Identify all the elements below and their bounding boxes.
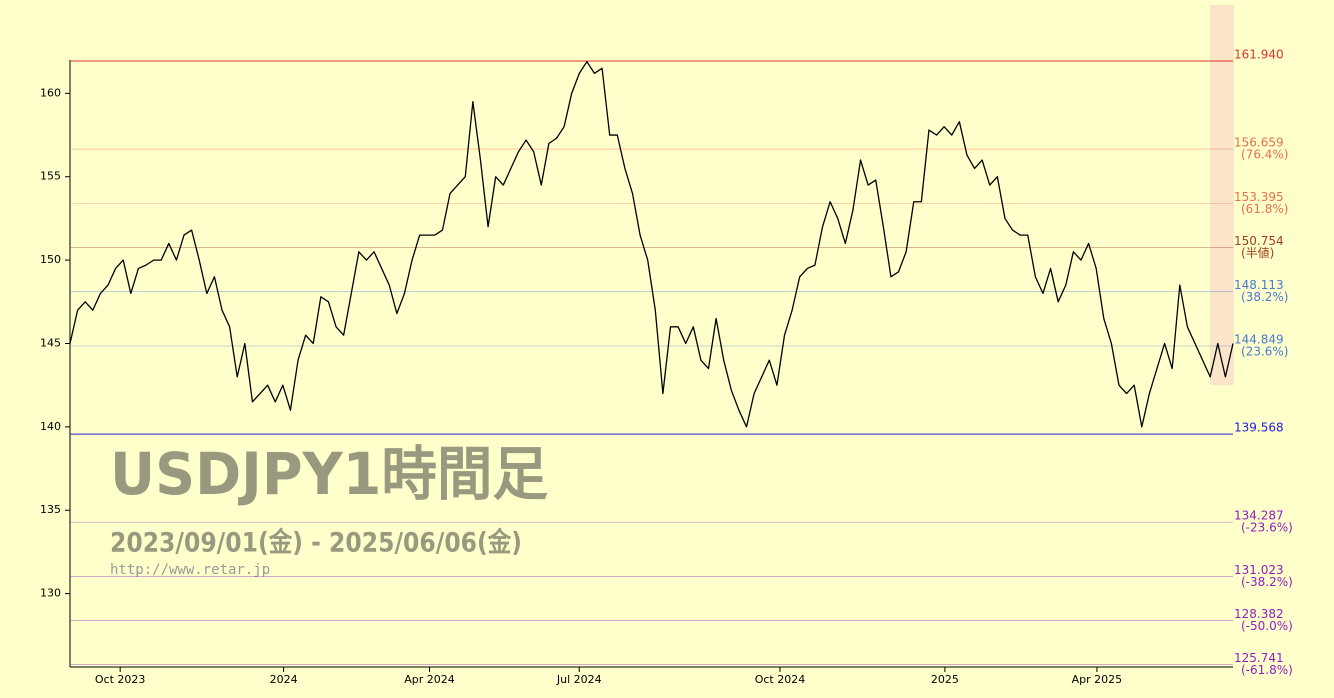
level-label: 161.940: [1234, 48, 1284, 62]
price-line: [69, 61, 1234, 428]
level-ratio: (-23.6%): [1241, 521, 1293, 535]
level-ratio: (38.2%): [1241, 290, 1288, 304]
y-tick-label: 155: [40, 170, 61, 183]
y-tick-label: 140: [40, 420, 61, 433]
x-tick-label: Apr 2024: [404, 673, 455, 686]
level-label: 125.741: [1234, 651, 1284, 665]
x-tick-label: 2024: [270, 673, 298, 686]
level-ratio: (-61.8%): [1241, 663, 1293, 677]
y-tick-label: 160: [40, 86, 61, 99]
x-tick-label: Jul 2024: [556, 673, 602, 686]
level-label: 144.849: [1234, 333, 1284, 347]
level-ratio: (半値): [1241, 245, 1274, 260]
y-tick-label: 150: [40, 253, 61, 266]
level-label: 156.659: [1234, 136, 1284, 150]
level-label: 153.395: [1234, 190, 1284, 204]
level-label: 134.287: [1234, 509, 1284, 523]
level-label: 148.113: [1234, 278, 1284, 292]
level-ratio: (76.4%): [1241, 148, 1288, 162]
y-tick-label: 135: [40, 503, 61, 516]
decoration-band: [1210, 5, 1234, 385]
level-ratio: (61.8%): [1241, 202, 1288, 216]
watermark-url: http://www.retar.jp: [110, 562, 270, 578]
x-tick-label: Oct 2023: [95, 673, 146, 686]
x-tick-label: 2025: [931, 673, 959, 686]
y-tick-label: 145: [40, 336, 61, 349]
x-tick-label: Apr 2025: [1072, 673, 1123, 686]
watermark-date: 2023/09/01(金) - 2025/06/06(金): [110, 527, 522, 559]
level-label: 150.754: [1234, 234, 1284, 248]
level-ratio: (-38.2%): [1241, 575, 1293, 589]
watermark-title: USDJPY1時間足: [110, 440, 548, 508]
y-tick-label: 130: [40, 587, 61, 600]
level-ratio: (23.6%): [1241, 345, 1288, 359]
level-label: 131.023: [1234, 563, 1284, 577]
level-label: 128.382: [1234, 607, 1284, 621]
level-ratio: (-50.0%): [1241, 619, 1293, 633]
x-tick-label: Oct 2024: [755, 673, 806, 686]
level-label: 139.568: [1234, 421, 1284, 435]
